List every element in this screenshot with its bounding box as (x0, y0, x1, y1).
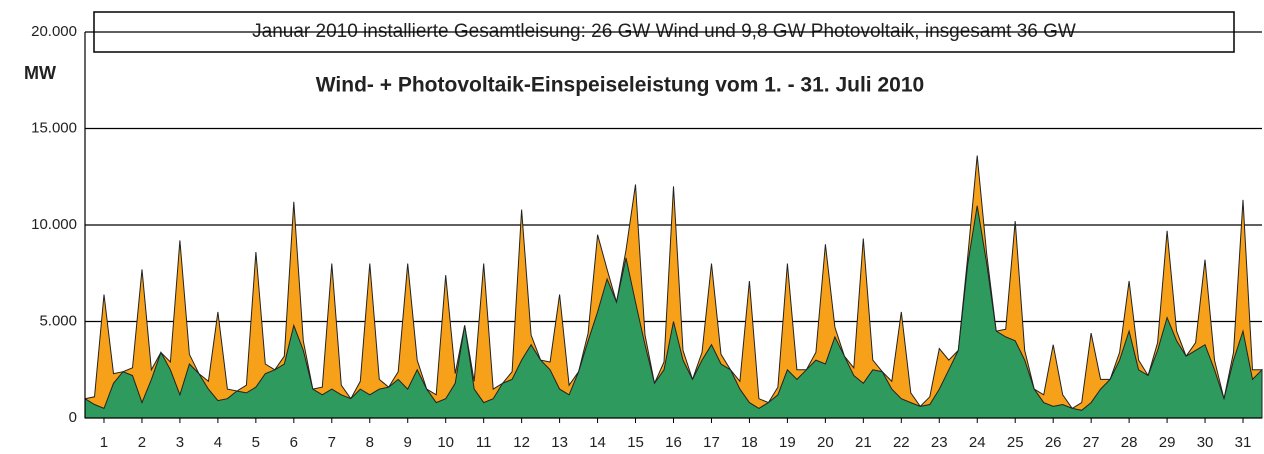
x-tick-label: 29 (1159, 434, 1176, 451)
y-tick-label: 15.000 (31, 119, 77, 136)
x-tick-label: 2 (138, 434, 146, 451)
x-tick-label: 4 (214, 434, 222, 451)
x-tick-label: 19 (779, 434, 796, 451)
x-tick-label: 18 (741, 434, 758, 451)
x-tick-label: 20 (817, 434, 834, 451)
area-wind (84, 205, 1263, 419)
x-tick-label: 25 (1007, 434, 1024, 451)
y-tick-label: 0 (69, 409, 77, 426)
chart-title: Wind- + Photovoltaik-Einspeiseleistung v… (316, 74, 924, 97)
y-tick-label: 10.000 (31, 216, 77, 233)
x-tick-label: 22 (893, 434, 910, 451)
x-tick-label: 7 (328, 434, 336, 451)
y-tick-label: 20.000 (31, 23, 77, 40)
x-tick-label: 8 (366, 434, 374, 451)
x-tick-label: 26 (1045, 434, 1062, 451)
x-tick-label: 17 (703, 434, 720, 451)
x-tick-label: 30 (1197, 434, 1214, 451)
x-tick-label: 21 (855, 434, 872, 451)
y-axis-label: MW (24, 63, 56, 83)
x-tick-label: 3 (176, 434, 184, 451)
y-tick-label: 5.000 (39, 312, 77, 329)
x-tick-label: 13 (551, 434, 568, 451)
x-tick-label: 24 (969, 434, 986, 451)
x-tick-label: 28 (1121, 434, 1138, 451)
x-tick-label: 23 (931, 434, 948, 451)
x-tick-label: 12 (513, 434, 530, 451)
x-tick-label: 16 (665, 434, 682, 451)
x-tick-label: 31 (1235, 434, 1252, 451)
x-tick-label: 9 (404, 434, 412, 451)
x-tick-label: 15 (627, 434, 644, 451)
x-tick-label: 5 (252, 434, 260, 451)
x-tick-label: 11 (476, 434, 492, 451)
x-tick-label: 6 (290, 434, 298, 451)
x-tick-label: 27 (1083, 434, 1100, 451)
x-tick-label: 10 (437, 434, 454, 451)
x-tick-label: 1 (100, 434, 108, 451)
x-tick-label: 14 (589, 434, 606, 451)
